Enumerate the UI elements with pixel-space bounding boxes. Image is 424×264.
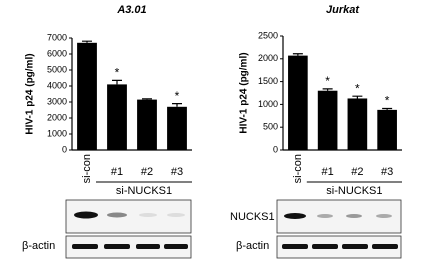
blot-label: β-actin: [236, 240, 269, 252]
y-tick-label: 3000: [47, 96, 67, 106]
significance-marker: *: [325, 74, 330, 88]
band: [164, 244, 188, 249]
error-bar: [172, 103, 182, 107]
y-axis-label: HIV-1 p24 (pg/ml): [239, 52, 250, 133]
y-tick-label: 0: [273, 144, 278, 154]
band: [346, 214, 362, 218]
blot-label: β-actin: [22, 240, 55, 252]
band: [136, 244, 160, 249]
band: [284, 213, 306, 219]
band: [376, 214, 392, 218]
error-bar: [292, 53, 303, 56]
y-tick-label: 1000: [258, 99, 278, 109]
y-tick-label: 2000: [258, 53, 278, 63]
chart-title: A3.01: [116, 4, 146, 16]
y-tick-label: 0: [62, 144, 67, 154]
significance-marker: *: [355, 81, 360, 95]
y-axis-label: HIV-1 p24 (pg/ml): [25, 53, 36, 134]
y-tick-label: 6000: [47, 48, 67, 58]
band: [104, 244, 130, 249]
y-tick-label: 5000: [47, 64, 67, 74]
x-tick-label: si-con: [81, 154, 93, 183]
band: [107, 212, 127, 218]
significance-marker: *: [175, 89, 180, 103]
y-tick-label: 500: [263, 122, 278, 132]
x-tick-label: #2: [141, 166, 153, 178]
bar: [167, 106, 187, 150]
x-tick-label: #1: [322, 166, 334, 178]
band: [74, 211, 98, 219]
bar: [137, 99, 157, 150]
y-tick-label: 4000: [47, 80, 67, 90]
band: [317, 214, 333, 218]
bar: [377, 109, 397, 150]
band: [167, 213, 185, 217]
bar: [77, 42, 97, 150]
band: [312, 244, 338, 249]
bar: [347, 98, 368, 150]
chart-title: Jurkat: [326, 4, 360, 16]
blots: β-actin NUCKS1 β-actin: [22, 199, 402, 259]
group-label: si-NUCKS1: [116, 185, 172, 197]
error-bar: [322, 88, 333, 91]
blot-panel: [276, 235, 402, 259]
band: [282, 244, 308, 249]
error-bar: [112, 79, 122, 85]
bar: [317, 90, 338, 150]
bar: [288, 55, 308, 150]
bar: [107, 84, 127, 150]
x-tick-label: #2: [351, 166, 363, 178]
y-tick-label: 1500: [258, 76, 278, 86]
significance-marker: *: [115, 66, 120, 80]
y-tick-label: 7000: [47, 32, 67, 42]
x-tick-label: #3: [171, 166, 183, 178]
error-bar: [82, 40, 92, 43]
band: [139, 213, 157, 217]
error-bar: [142, 98, 152, 100]
band: [372, 244, 398, 249]
x-tick-label: #3: [381, 166, 393, 178]
x-tick-label: si-con: [292, 154, 304, 183]
x-tick-label: #1: [111, 166, 123, 178]
significance-marker: *: [385, 94, 390, 108]
error-bar: [352, 95, 363, 99]
y-tick-label: 2000: [47, 112, 67, 122]
group-label: si-NUCKS1: [326, 185, 382, 197]
y-tick-label: 2500: [258, 30, 278, 40]
error-bar: [382, 107, 393, 110]
blot-label: NUCKS1: [230, 211, 275, 223]
y-tick-label: 1000: [47, 128, 67, 138]
band: [342, 244, 368, 249]
band: [72, 244, 98, 249]
